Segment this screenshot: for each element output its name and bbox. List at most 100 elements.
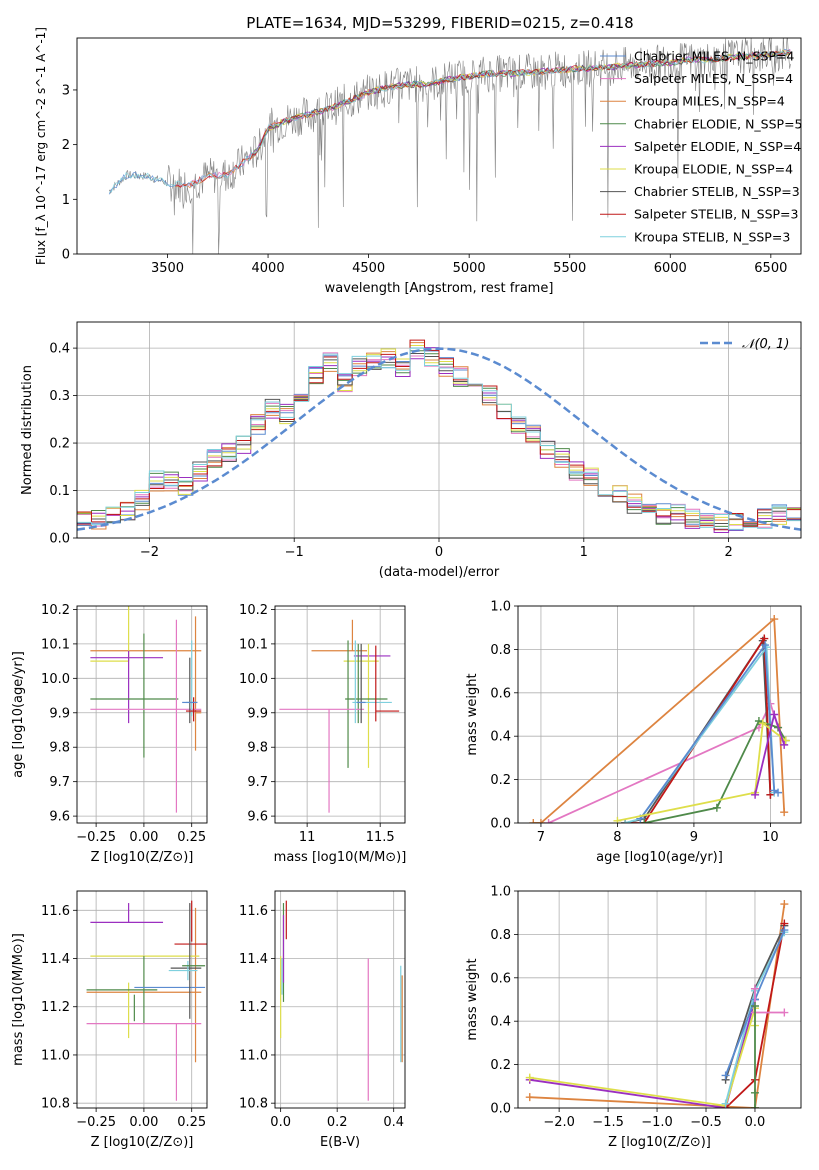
y-tick-label: 1 — [62, 193, 70, 208]
weight-marker — [780, 740, 789, 749]
axes-frame — [517, 605, 802, 824]
legend-label: Chabrier MILES, N_SSP=4 — [634, 49, 794, 64]
errorbar-point — [86, 956, 158, 1024]
y-tick-label: 0.2 — [49, 437, 70, 452]
y-tick-label: 0 — [62, 248, 70, 263]
plot-area — [77, 606, 207, 823]
age-vs-Z-panel: −0.25 0.00 0.25 9.6 9.7 9.8 9.9 10.0 10.1 10.2 Z [… — [11, 603, 208, 865]
mass-vs-Z-panel: −0.25 0.00 0.25 10.8 11.0 11.2 11.4 11.6 Z [log1… — [11, 890, 208, 1150]
plot-area — [77, 891, 207, 1108]
legend-label: Salpeter STELIB, N_SSP=3 — [634, 207, 798, 222]
legend-label: Kroupa ELODIE, N_SSP=4 — [634, 162, 793, 177]
x-tick-label: −1 — [285, 545, 304, 560]
weight-marker — [712, 803, 721, 812]
weight-line — [617, 721, 787, 822]
weight-vs-age-panel: 7 8 9 10 0.0 0.2 0.4 0.6 0.8 1.0 age [log10(age/yr… — [465, 600, 802, 865]
plot-area — [275, 891, 405, 1108]
y-tick-label: 9.6 — [247, 810, 268, 825]
weight-marker — [613, 816, 622, 823]
x-tick-label: 6000 — [654, 261, 687, 276]
x-tick-label: −1.0 — [641, 1115, 673, 1130]
legend-label: 𝒩(0, 1) — [742, 337, 789, 352]
plot-area — [275, 606, 405, 823]
normal-curve — [77, 347, 801, 531]
x-tick-label: −2 — [140, 545, 159, 560]
y-tick-label: 10.8 — [239, 1097, 268, 1112]
x-tick-label: −0.25 — [76, 830, 116, 845]
y-tick-label: 11.4 — [239, 952, 268, 967]
weight-marker — [780, 808, 789, 817]
y-tick-label: 9.9 — [49, 706, 70, 721]
y-tick-label: 11.4 — [41, 952, 70, 967]
x-axis-label: E(B-V) — [320, 1135, 360, 1150]
errorbar-point — [279, 708, 365, 813]
y-tick-label: 1.0 — [490, 600, 511, 615]
figure-title: PLATE=1634, MJD=53299, FIBERID=0215, z=0… — [246, 14, 633, 32]
x-tick-label: 11.5 — [366, 830, 395, 845]
y-tick-label: 0.1 — [49, 484, 70, 499]
weight-marker — [640, 819, 649, 823]
legend-label: Salpeter ELODIE, N_SSP=4 — [634, 139, 801, 154]
y-tick-label: 10.0 — [239, 672, 268, 687]
y-tick-label: 11.6 — [41, 904, 70, 919]
y-tick-label: 0.8 — [490, 643, 511, 658]
weight-marker — [780, 926, 789, 935]
x-tick-label: 0.00 — [129, 830, 158, 845]
x-axis-label: Z [log10(Z/Z⊙)] — [91, 1135, 194, 1150]
x-axis-label: Z [log10(Z/Z⊙)] — [608, 1135, 711, 1150]
y-tick-label: 0.2 — [490, 773, 511, 788]
residual-histogram-step — [77, 352, 801, 527]
weight-marker — [750, 984, 759, 993]
errorbar-point — [185, 697, 202, 722]
y-tick-label: 2 — [62, 138, 70, 153]
x-tick-label: 1 — [580, 545, 588, 560]
plot-clip — [525, 900, 789, 1108]
weight-marker — [770, 710, 779, 719]
legend-label: Chabrier STELIB, N_SSP=3 — [634, 184, 800, 199]
axes-frame — [274, 605, 406, 824]
legend-label: Salpeter MILES, N_SSP=4 — [634, 71, 793, 86]
x-axis-label: Z [log10(Z/Z⊙)] — [91, 850, 194, 865]
y-tick-label: 0.3 — [49, 389, 70, 404]
weight-marker — [529, 819, 538, 823]
weight-marker — [536, 819, 545, 823]
weight-marker — [721, 1099, 730, 1108]
y-tick-label: 11.0 — [239, 1048, 268, 1063]
weight-line — [529, 999, 756, 1108]
observed-spectrum-line — [108, 38, 791, 254]
y-tick-label: 0.4 — [490, 1015, 511, 1030]
spectrum-panel: 3500 4000 4500 5000 5500 6000 6500 0 1 2 3 waveleng… — [34, 27, 803, 296]
y-tick-label: 9.6 — [49, 810, 70, 825]
y-tick-label: 10.1 — [41, 637, 70, 652]
weight-series — [750, 1002, 759, 1108]
y-tick-label: 11.0 — [41, 1048, 70, 1063]
y-tick-label: 1.0 — [490, 885, 511, 900]
y-tick-label: 0.0 — [490, 1102, 511, 1117]
plot-area — [518, 606, 801, 823]
x-tick-label: 2 — [724, 545, 732, 560]
x-tick-label: −0.25 — [76, 1115, 116, 1130]
axes-frame — [274, 890, 406, 1109]
x-axis-label: age [log10(age/yr)] — [596, 850, 723, 865]
weight-marker — [780, 900, 789, 909]
errorbar-point — [375, 645, 400, 722]
y-tick-label: 9.9 — [247, 706, 268, 721]
y-tick-label: 9.7 — [49, 775, 70, 790]
y-tick-label: 0.0 — [490, 817, 511, 832]
y-tick-label: 9.7 — [247, 775, 268, 790]
plot-clip — [529, 615, 790, 823]
x-tick-label: 8 — [613, 830, 621, 845]
residuals-panel: −2 −1 0 1 2 0.0 0.1 0.2 0.3 0.4 (data-model)/error… — [20, 321, 802, 580]
x-tick-label: 4000 — [252, 261, 285, 276]
x-tick-label: −2.0 — [543, 1115, 575, 1130]
plot-clip — [108, 38, 792, 254]
weight-line — [533, 617, 786, 823]
y-axis-label: age [log10(age/yr)] — [11, 651, 26, 778]
x-tick-label: −0.5 — [690, 1115, 722, 1130]
y-tick-label: 11.2 — [41, 1000, 70, 1015]
weight-series — [751, 710, 789, 799]
y-tick-label: 3 — [62, 83, 70, 98]
y-tick-label: 11.6 — [239, 904, 268, 919]
weight-marker — [621, 819, 630, 823]
weight-marker — [770, 615, 779, 624]
